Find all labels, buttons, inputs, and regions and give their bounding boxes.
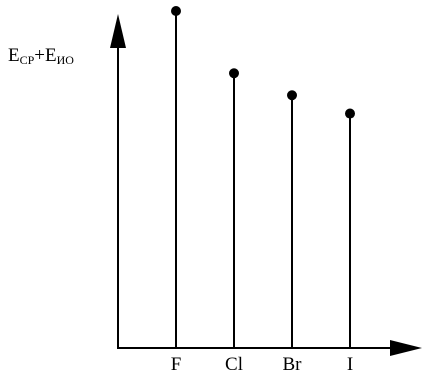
data-marks: F Cl Br I — [171, 5, 355, 375]
point-f — [171, 5, 181, 16]
point-cl — [229, 68, 239, 79]
y-axis-label: ECP+EИО — [8, 46, 74, 66]
y-axis-arrowhead — [110, 14, 126, 48]
x-tick-label-cl: Cl — [225, 354, 243, 375]
x-axis-arrowhead — [390, 340, 422, 356]
y-axis-label-sub2: ИО — [56, 53, 74, 67]
x-tick-label-f: F — [171, 354, 182, 375]
y-axis-label-e2: E — [45, 45, 57, 66]
x-tick-label-br: Br — [283, 354, 303, 375]
y-axis-label-sub1: CP — [19, 53, 35, 67]
x-tick-label-i: I — [347, 354, 353, 375]
point-i — [345, 108, 355, 119]
y-axis-label-plus: + — [34, 45, 46, 66]
point-br — [287, 90, 297, 101]
y-axis-label-e1: E — [8, 45, 20, 66]
